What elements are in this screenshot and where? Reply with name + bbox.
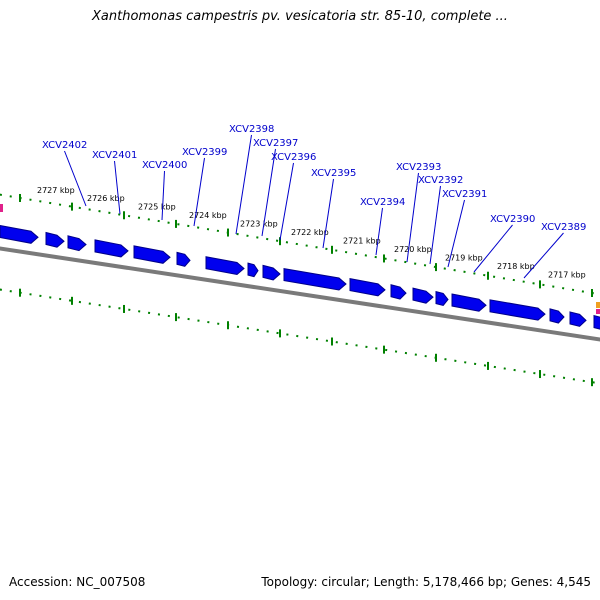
kbp-label: 2725 kbp (138, 203, 176, 212)
gene-arrow (205, 256, 245, 276)
gene-leader-line (406, 172, 419, 263)
gene-leader-line (447, 199, 465, 268)
gene-arrow (67, 235, 87, 252)
gene-label: XCV2397 (253, 138, 298, 149)
topology-summary: Topology: circular; Length: 5,178,466 bp… (261, 575, 591, 589)
gene-label: XCV2401 (92, 150, 137, 161)
gene-arrow (412, 287, 434, 304)
gene-leader-line (473, 224, 513, 273)
gene-arrow (489, 299, 546, 321)
gene-arrow (451, 293, 487, 312)
gene-arrow (349, 277, 386, 297)
gene-leader-line (193, 157, 205, 227)
kbp-label: 2718 kbp (497, 262, 535, 271)
gene-leader-line (235, 134, 252, 235)
gene-arrow (247, 262, 259, 278)
gene-label: XCV2393 (396, 162, 441, 173)
accession-text: Accession: NC_007508 (9, 575, 146, 589)
gene-leader-line (375, 207, 383, 256)
gene-arrow (176, 251, 191, 267)
gene-label: XCV2390 (490, 214, 535, 225)
gene-leader-line (261, 148, 276, 237)
gene-arrow (593, 314, 600, 330)
gene-label: XCV2402 (42, 140, 87, 151)
gene-arrow (94, 239, 129, 258)
kbp-label: 2721 kbp (343, 237, 381, 246)
gene-label: XCV2395 (311, 168, 356, 179)
gene-arrow (435, 290, 449, 307)
gene-arrow (262, 264, 281, 281)
kbp-label: 2719 kbp (445, 254, 483, 263)
gene-leader-line (279, 162, 294, 241)
gene-label: XCV2398 (229, 124, 274, 135)
gene-label: XCV2394 (360, 197, 405, 208)
inner-tick-ring (0, 288, 600, 385)
gene-arrow (133, 245, 171, 264)
gene-leader-line (429, 185, 441, 265)
map-title: Xanthomonas campestris pv. vesicatoria s… (92, 9, 508, 24)
feature-marker-orange (596, 302, 600, 308)
gene-arrow (0, 225, 39, 244)
gene-leader-line (161, 170, 165, 221)
feature-marker-magenta (596, 309, 600, 314)
kbp-label: 2724 kbp (189, 211, 227, 220)
kbp-label: 2727 kbp (37, 186, 75, 195)
gene-label: XCV2400 (142, 160, 187, 171)
gene-label: XCV2391 (442, 189, 487, 200)
kbp-label: 2723 kbp (240, 220, 278, 229)
kbp-label: 2722 kbp (291, 228, 329, 237)
gene-label: XCV2389 (541, 222, 586, 233)
gene-label: XCV2399 (182, 147, 227, 158)
gene-leader-line (322, 178, 334, 249)
kbp-label: 2717 kbp (548, 271, 586, 280)
feature-marker-magenta (0, 204, 3, 212)
gene-arrow (549, 308, 565, 324)
gene-leader-line (114, 160, 121, 215)
gene-arrow (569, 311, 587, 327)
gene-arrow (390, 284, 407, 300)
gene-leader-line (64, 150, 87, 207)
kbp-label: 2720 kbp (394, 245, 432, 254)
gene-arrow (45, 231, 65, 248)
backbone-arc (0, 246, 600, 342)
gene-label: XCV2392 (418, 175, 463, 186)
gene-arrow (283, 267, 347, 291)
kbp-label: 2726 kbp (87, 194, 125, 203)
gene-label: XCV2396 (271, 152, 316, 163)
gene-leader-line (523, 232, 564, 279)
